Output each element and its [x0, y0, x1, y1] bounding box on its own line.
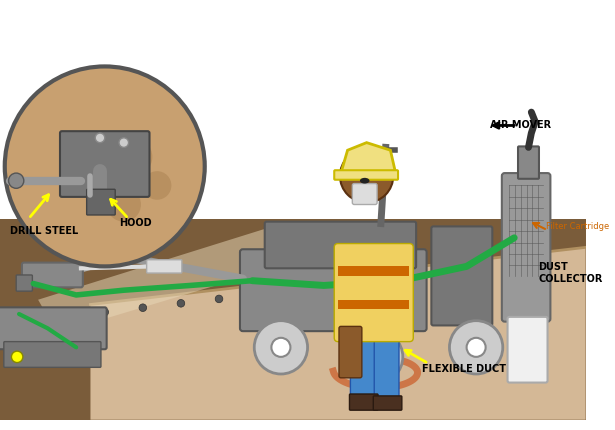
- Circle shape: [254, 321, 308, 374]
- Circle shape: [330, 282, 337, 290]
- FancyBboxPatch shape: [375, 333, 399, 402]
- Circle shape: [101, 309, 109, 316]
- FancyBboxPatch shape: [502, 174, 550, 322]
- Circle shape: [177, 300, 184, 307]
- FancyBboxPatch shape: [338, 300, 410, 310]
- Circle shape: [444, 269, 451, 277]
- FancyBboxPatch shape: [518, 147, 539, 179]
- FancyBboxPatch shape: [352, 184, 377, 205]
- Circle shape: [368, 278, 375, 286]
- Polygon shape: [90, 248, 585, 420]
- Text: AIR MOVER: AIR MOVER: [490, 119, 552, 129]
- FancyBboxPatch shape: [22, 263, 83, 288]
- Circle shape: [467, 338, 486, 357]
- Circle shape: [253, 291, 261, 299]
- Circle shape: [367, 347, 386, 366]
- FancyBboxPatch shape: [334, 171, 398, 180]
- FancyBboxPatch shape: [240, 250, 427, 332]
- Circle shape: [520, 260, 528, 268]
- FancyBboxPatch shape: [60, 132, 149, 197]
- Circle shape: [450, 321, 503, 374]
- Circle shape: [139, 304, 146, 312]
- Polygon shape: [38, 229, 295, 333]
- Circle shape: [106, 188, 141, 222]
- FancyBboxPatch shape: [431, 227, 493, 326]
- Circle shape: [340, 150, 393, 203]
- FancyBboxPatch shape: [349, 394, 378, 410]
- Ellipse shape: [360, 178, 370, 184]
- Circle shape: [114, 138, 153, 177]
- FancyBboxPatch shape: [507, 317, 547, 383]
- FancyBboxPatch shape: [338, 267, 410, 276]
- Circle shape: [482, 265, 490, 272]
- FancyBboxPatch shape: [334, 244, 413, 342]
- Text: HOOD: HOOD: [119, 218, 152, 228]
- Polygon shape: [341, 143, 395, 174]
- FancyBboxPatch shape: [146, 260, 182, 273]
- FancyBboxPatch shape: [4, 342, 101, 368]
- Circle shape: [119, 138, 129, 148]
- FancyBboxPatch shape: [373, 396, 402, 410]
- Text: Filter Cartridge: Filter Cartridge: [546, 222, 609, 231]
- Circle shape: [95, 134, 105, 143]
- Text: DUST
COLLECTOR: DUST COLLECTOR: [538, 261, 602, 283]
- Circle shape: [9, 174, 24, 189]
- FancyBboxPatch shape: [87, 190, 115, 215]
- Circle shape: [143, 172, 172, 200]
- Text: FLEXIBLE DUCT: FLEXIBLE DUCT: [422, 363, 506, 373]
- Circle shape: [271, 338, 290, 357]
- Circle shape: [292, 287, 299, 294]
- FancyBboxPatch shape: [339, 327, 362, 378]
- Circle shape: [5, 67, 205, 267]
- Circle shape: [12, 351, 23, 363]
- FancyBboxPatch shape: [16, 275, 33, 292]
- FancyBboxPatch shape: [0, 307, 106, 350]
- Circle shape: [406, 273, 413, 281]
- FancyBboxPatch shape: [351, 332, 375, 402]
- Polygon shape: [0, 219, 585, 420]
- Circle shape: [215, 295, 223, 303]
- FancyBboxPatch shape: [264, 222, 416, 269]
- Text: DRILL STEEL: DRILL STEEL: [9, 226, 77, 236]
- Circle shape: [349, 330, 403, 384]
